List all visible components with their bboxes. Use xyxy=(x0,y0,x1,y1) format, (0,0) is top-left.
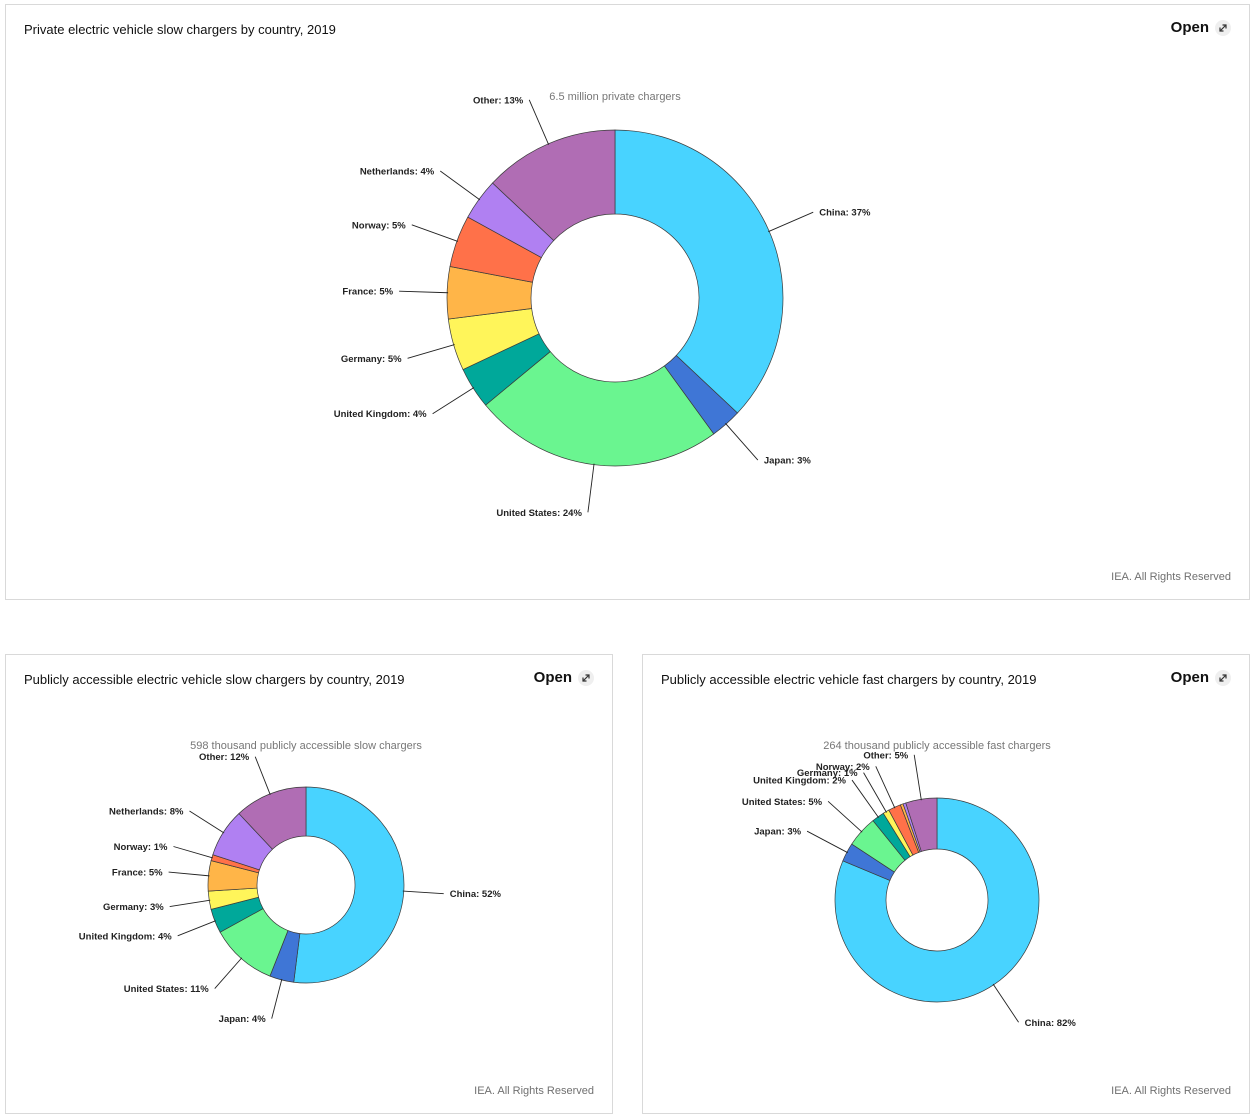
slice-china[interactable] xyxy=(834,797,1040,1003)
leader-line xyxy=(806,830,848,854)
data-label-france: France: 5% xyxy=(342,287,393,298)
chart-card-public-fast: Publicly accessible electric vehicle fas… xyxy=(642,654,1250,1114)
leader-line xyxy=(399,290,449,294)
data-label-germany: Germany: 3% xyxy=(103,902,164,913)
chart-title: Publicly accessible electric vehicle slo… xyxy=(24,672,405,687)
leader-line xyxy=(271,978,283,1019)
data-label-china: China: 37% xyxy=(819,208,871,219)
data-label-united-states: United States: 5% xyxy=(742,797,823,808)
slice-china[interactable] xyxy=(293,786,405,984)
slice-united-states[interactable] xyxy=(485,351,715,467)
chart-card-public-slow: Publicly accessible electric vehicle slo… xyxy=(5,654,613,1114)
open-button[interactable]: Open xyxy=(534,669,594,686)
leader-line xyxy=(913,754,922,801)
leader-line xyxy=(402,890,444,895)
chart-card-private-slow: Private electric vehicle slow chargers b… xyxy=(5,4,1250,600)
data-label-netherlands: Netherlands: 8% xyxy=(109,807,184,818)
data-label-germany: Germany: 5% xyxy=(341,354,402,365)
data-label-united-states: United States: 11% xyxy=(124,984,210,995)
data-label-united-kingdom: United Kingdom: 4% xyxy=(79,931,172,942)
chart-subtitle: 6.5 million private chargers xyxy=(549,91,681,103)
open-label: Open xyxy=(533,669,572,686)
leader-line xyxy=(254,756,271,795)
data-label-united-kingdom: United Kingdom: 2% xyxy=(753,776,846,787)
leader-line xyxy=(169,899,211,908)
leader-line xyxy=(432,387,475,415)
leader-line xyxy=(875,766,896,809)
data-label-norway: Norway: 2% xyxy=(816,762,870,773)
leader-line xyxy=(407,344,455,359)
leader-line xyxy=(214,957,243,989)
leader-line xyxy=(863,772,887,813)
data-label-other: Other: 5% xyxy=(863,750,908,761)
donut-chart-public-slow: 598 thousand publicly accessible slow ch… xyxy=(79,740,502,1025)
data-label-other: Other: 12% xyxy=(199,752,250,763)
data-label-japan: Japan: 3% xyxy=(754,827,802,838)
data-label-china: China: 52% xyxy=(450,889,502,900)
leader-line xyxy=(528,99,550,145)
leader-line xyxy=(411,224,459,242)
data-label-other: Other: 13% xyxy=(473,95,524,106)
credit-text: IEA. All Rights Reserved xyxy=(474,1085,594,1097)
leader-line xyxy=(827,800,863,833)
slice-other[interactable] xyxy=(238,786,307,850)
leader-line xyxy=(189,810,225,834)
leader-line xyxy=(168,871,210,877)
open-button[interactable]: Open xyxy=(1171,19,1231,36)
open-label: Open xyxy=(1170,669,1209,686)
leader-line xyxy=(177,920,216,937)
credit-text: IEA. All Rights Reserved xyxy=(1111,1085,1231,1097)
leader-line xyxy=(439,170,481,201)
expand-icon xyxy=(1215,669,1231,686)
credit-text: IEA. All Rights Reserved xyxy=(1111,571,1231,583)
chart-title: Private electric vehicle slow chargers b… xyxy=(24,22,336,37)
expand-icon xyxy=(578,669,594,686)
data-label-netherlands: Netherlands: 4% xyxy=(360,167,435,178)
data-label-norway: Norway: 5% xyxy=(352,220,406,231)
data-label-japan: Japan: 4% xyxy=(219,1014,267,1025)
open-button[interactable]: Open xyxy=(1171,669,1231,686)
donut-chart-public-fast: 264 thousand publicly accessible fast ch… xyxy=(742,740,1077,1029)
slice-china[interactable] xyxy=(614,129,784,414)
data-label-norway: Norway: 1% xyxy=(114,842,168,853)
data-label-united-kingdom: United Kingdom: 4% xyxy=(334,409,427,420)
donut-chart-private-slow: 6.5 million private chargers China: 37% Ja… xyxy=(334,91,871,519)
data-label-china: China: 82% xyxy=(1025,1018,1077,1029)
chart-subtitle: 264 thousand publicly accessible fast ch… xyxy=(823,740,1051,752)
leader-line xyxy=(173,846,213,859)
leader-line xyxy=(587,463,595,513)
data-label-united-states: United States: 24% xyxy=(496,508,582,519)
slice-other[interactable] xyxy=(905,797,938,852)
open-label: Open xyxy=(1170,19,1209,36)
chart-title: Publicly accessible electric vehicle fas… xyxy=(661,672,1037,687)
data-label-germany: Germany: 1% xyxy=(797,768,858,779)
chart-subtitle: 598 thousand publicly accessible slow ch… xyxy=(190,740,422,752)
leader-line xyxy=(725,422,759,461)
expand-icon xyxy=(1215,19,1231,36)
slice-other[interactable] xyxy=(492,129,616,241)
data-label-france: France: 5% xyxy=(112,868,163,879)
data-label-japan: Japan: 3% xyxy=(764,456,812,467)
leader-line xyxy=(851,779,879,818)
leader-line xyxy=(992,983,1019,1023)
leader-line xyxy=(768,211,814,233)
